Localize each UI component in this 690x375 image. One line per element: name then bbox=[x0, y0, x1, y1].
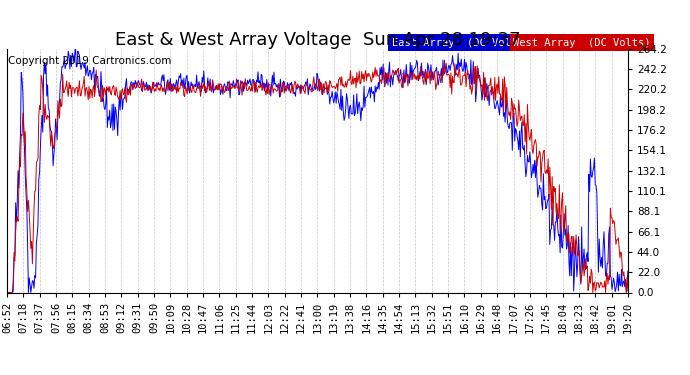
East Array  (DC Volts) bbox=[581, 266, 589, 270]
East Array  (DC Volts) bbox=[266, 82, 274, 87]
West Array  (DC Volts) bbox=[440, 58, 449, 62]
West Array  (DC Volts) bbox=[581, 267, 589, 272]
Line: West Array  (DC Volts): West Array (DC Volts) bbox=[7, 60, 628, 292]
East Array  (DC Volts) bbox=[3, 290, 11, 295]
East Array  (DC Volts) bbox=[155, 80, 163, 85]
East Array  (DC Volts) bbox=[586, 157, 595, 161]
Text: Copyright 2019 Cartronics.com: Copyright 2019 Cartronics.com bbox=[8, 56, 171, 66]
Text: East Array  (DC Volts): East Array (DC Volts) bbox=[392, 38, 529, 48]
Text: West Array  (DC Volts): West Array (DC Volts) bbox=[513, 38, 651, 48]
West Array  (DC Volts) bbox=[168, 82, 176, 87]
West Array  (DC Volts) bbox=[573, 253, 582, 258]
West Array  (DC Volts) bbox=[586, 281, 595, 285]
West Array  (DC Volts) bbox=[153, 84, 161, 89]
East Array  (DC Volts) bbox=[624, 269, 632, 273]
East Array  (DC Volts) bbox=[168, 89, 177, 93]
East Array  (DC Volts) bbox=[71, 41, 79, 46]
West Array  (DC Volts) bbox=[3, 290, 11, 295]
Title: East & West Array Voltage  Sun Apr 28 19:37: East & West Array Voltage Sun Apr 28 19:… bbox=[115, 31, 520, 49]
West Array  (DC Volts) bbox=[265, 92, 273, 97]
West Array  (DC Volts) bbox=[624, 289, 632, 293]
Line: East Array  (DC Volts): East Array (DC Volts) bbox=[7, 44, 628, 292]
East Array  (DC Volts) bbox=[573, 261, 582, 266]
